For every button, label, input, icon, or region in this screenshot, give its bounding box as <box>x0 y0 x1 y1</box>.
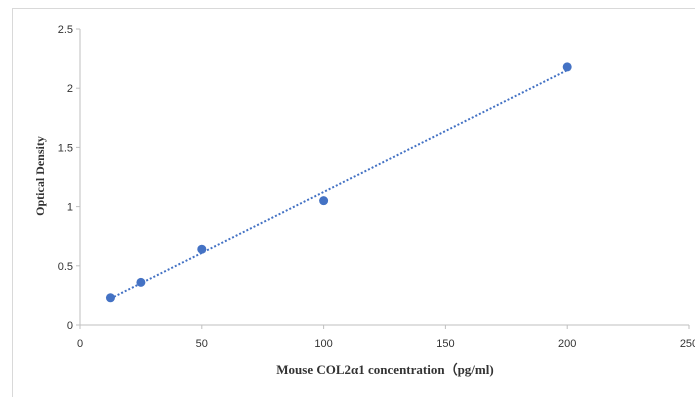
x-tick-label: 200 <box>558 338 576 350</box>
y-tick-label: 0.5 <box>58 261 73 273</box>
data-point <box>319 196 329 206</box>
data-point <box>136 277 146 287</box>
x-tick-label: 250 <box>680 338 695 350</box>
x-axis-title: Mouse COL2α1 concentration（pg/ml) <box>276 362 493 377</box>
chart-frame <box>12 8 695 397</box>
data-point <box>562 62 572 72</box>
y-tick-label: 1 <box>67 202 73 214</box>
x-tick-label: 0 <box>77 338 83 350</box>
y-tick-label: 2.5 <box>58 24 73 36</box>
y-tick-label: 0 <box>67 320 73 332</box>
data-point <box>197 244 207 254</box>
y-axis-title: Optical Density <box>33 136 47 216</box>
trendline <box>110 69 568 300</box>
y-tick-label: 2 <box>67 83 73 95</box>
x-tick-label: 150 <box>436 338 454 350</box>
data-point <box>105 293 115 303</box>
x-tick-label: 100 <box>314 338 332 350</box>
y-tick-label: 1.5 <box>58 142 73 154</box>
x-tick-label: 50 <box>196 338 208 350</box>
